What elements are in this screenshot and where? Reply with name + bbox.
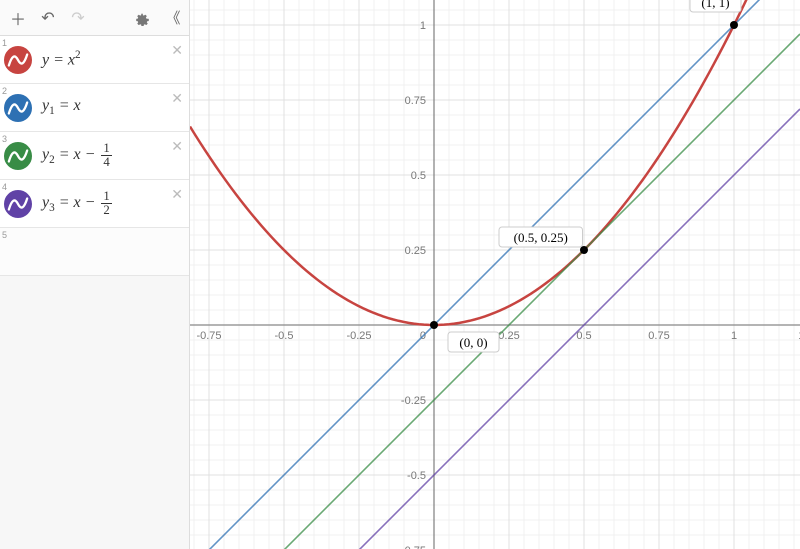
- expression-row[interactable]: 2 y1 = x ✕: [0, 84, 189, 132]
- delete-expression-icon[interactable]: ✕: [171, 42, 183, 59]
- expression-row-empty[interactable]: 5: [0, 228, 189, 276]
- expression-formula[interactable]: y2 = x − 14: [42, 142, 181, 169]
- svg-text:1: 1: [731, 330, 737, 342]
- sidebar-toolbar: ＋ ↶ ↷ 《: [0, 0, 189, 36]
- svg-text:0.25: 0.25: [405, 245, 426, 257]
- svg-text:0.5: 0.5: [411, 170, 426, 182]
- settings-button[interactable]: [131, 8, 151, 28]
- expression-index: 2: [2, 86, 7, 96]
- svg-text:-0.25: -0.25: [401, 395, 426, 407]
- point-label[interactable]: (0, 0): [448, 332, 499, 352]
- delete-expression-icon[interactable]: ✕: [171, 90, 183, 107]
- svg-text:1: 1: [420, 20, 426, 32]
- expression-color-icon[interactable]: [4, 190, 32, 218]
- svg-text:0.75: 0.75: [405, 95, 426, 107]
- expression-formula[interactable]: y = x2: [42, 49, 181, 69]
- undo-button[interactable]: ↶: [38, 8, 58, 28]
- redo-button[interactable]: ↷: [68, 8, 88, 28]
- svg-text:0.75: 0.75: [648, 330, 669, 342]
- expression-color-icon[interactable]: [4, 142, 32, 170]
- expression-row[interactable]: 3 y2 = x − 14 ✕: [0, 132, 189, 180]
- svg-text:-0.5: -0.5: [407, 470, 426, 482]
- expression-sidebar: ＋ ↶ ↷ 《 1 y = x2 ✕ 2 y1 = x ✕ 3 y: [0, 0, 190, 549]
- graph-area[interactable]: -0.75-0.5-0.250.250.50.7511.25-0.75-0.5-…: [190, 0, 800, 549]
- expression-index: 5: [2, 230, 7, 240]
- expression-formula[interactable]: y1 = x: [42, 97, 181, 117]
- delete-expression-icon[interactable]: ✕: [171, 186, 183, 203]
- expression-color-icon[interactable]: [4, 94, 32, 122]
- expression-color-icon[interactable]: [4, 46, 32, 74]
- point-label[interactable]: (0.5, 0.25): [499, 227, 583, 247]
- expression-row[interactable]: 1 y = x2 ✕: [0, 36, 189, 84]
- add-button[interactable]: ＋: [8, 8, 28, 28]
- expression-row[interactable]: 4 y3 = x − 12 ✕: [0, 180, 189, 228]
- point-label[interactable]: (1, 1): [690, 0, 741, 12]
- svg-text:-0.25: -0.25: [346, 330, 371, 342]
- svg-text:-0.75: -0.75: [196, 330, 221, 342]
- expression-index: 4: [2, 182, 7, 192]
- svg-text:0.5: 0.5: [576, 330, 591, 342]
- point-marker[interactable]: [430, 321, 438, 329]
- expression-index: 1: [2, 38, 7, 48]
- collapse-button[interactable]: 《: [161, 8, 181, 28]
- svg-text:-0.5: -0.5: [275, 330, 294, 342]
- graph-svg[interactable]: -0.75-0.5-0.250.250.50.7511.25-0.75-0.5-…: [190, 0, 800, 549]
- svg-text:(0, 0): (0, 0): [459, 335, 487, 350]
- expression-index: 3: [2, 134, 7, 144]
- curve[interactable]: [190, 0, 800, 325]
- expression-formula[interactable]: y3 = x − 12: [42, 190, 181, 217]
- point-marker[interactable]: [730, 21, 738, 29]
- svg-text:-0.75: -0.75: [401, 545, 426, 549]
- delete-expression-icon[interactable]: ✕: [171, 138, 183, 155]
- expression-list: 1 y = x2 ✕ 2 y1 = x ✕ 3 y2 = x − 14 ✕ 4 …: [0, 36, 189, 549]
- svg-text:(0.5, 0.25): (0.5, 0.25): [514, 230, 568, 245]
- curve[interactable]: [190, 0, 800, 549]
- curve[interactable]: [190, 34, 800, 549]
- svg-text:(1, 1): (1, 1): [701, 0, 729, 10]
